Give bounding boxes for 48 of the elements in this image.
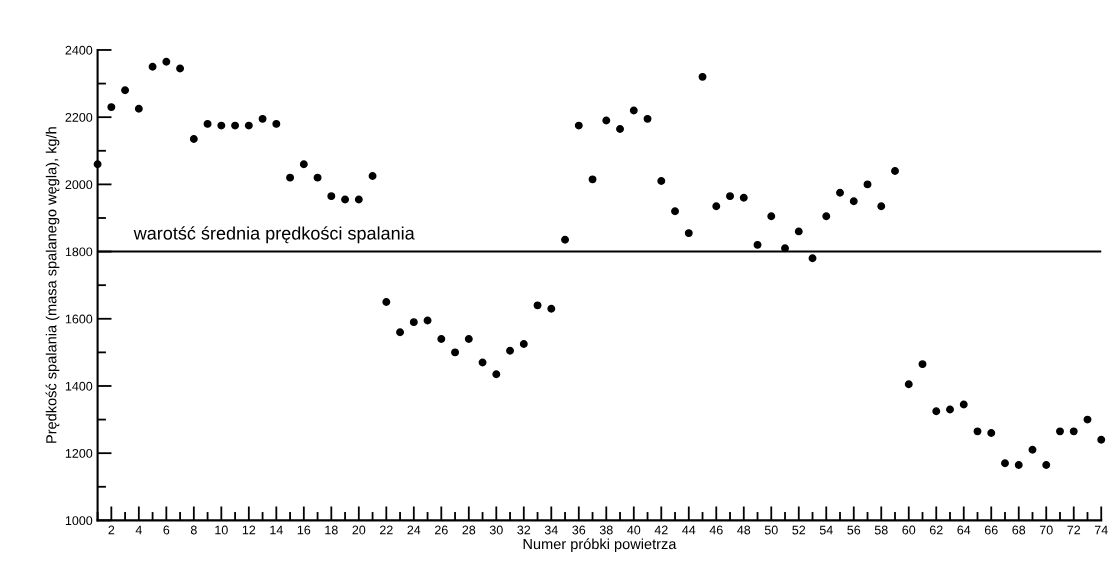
x-tick-label: 74	[1094, 525, 1108, 535]
y-tick-label: 2000	[65, 180, 93, 190]
ref-line-label: warotść średnia prędkości spalania	[133, 226, 415, 244]
x-tick-label: 22	[379, 525, 393, 535]
x-tick-label: 36	[572, 525, 586, 535]
x-tick-label: 62	[929, 525, 943, 535]
y-tick-label: 2200	[65, 112, 93, 122]
y-tick-label: 1800	[65, 247, 93, 257]
x-tick-label: 4	[135, 525, 142, 535]
x-tick-label: 56	[847, 525, 861, 535]
y-tick-label: 1600	[65, 314, 93, 324]
x-tick-label: 2	[108, 525, 115, 535]
x-tick-label: 70	[1039, 525, 1053, 535]
y-tick-label: 1200	[65, 448, 93, 458]
x-axis-title: Numer próbki powietrza	[523, 538, 677, 553]
y-axis-title: Prędkość spalania (masa spalanego węgla), kg/h	[45, 127, 60, 443]
x-tick-label: 60	[902, 525, 916, 535]
x-tick-label: 42	[654, 525, 668, 535]
x-tick-label: 68	[1012, 525, 1026, 535]
y-tick-label: 2400	[65, 45, 93, 55]
x-tick-label: 20	[352, 525, 366, 535]
x-tick-label: 48	[737, 525, 751, 535]
x-tick-label: 54	[819, 525, 833, 535]
x-tick-label: 24	[407, 525, 421, 535]
y-tick-label: 1400	[65, 381, 93, 391]
x-tick-label: 30	[489, 525, 503, 535]
x-tick-label: 66	[984, 525, 998, 535]
x-tick-label: 8	[190, 525, 197, 535]
x-tick-label: 64	[957, 525, 971, 535]
x-tick-label: 18	[325, 525, 338, 535]
x-tick-label: 72	[1067, 525, 1081, 535]
x-tick-label: 16	[297, 525, 311, 535]
x-tick-label: 28	[462, 525, 476, 535]
x-tick-label: 46	[709, 525, 723, 535]
x-tick-label: 6	[163, 525, 170, 535]
x-tick-label: 34	[544, 525, 558, 535]
x-tick-label: 26	[434, 525, 448, 535]
x-tick-label: 10	[215, 525, 228, 535]
x-tick-label: 44	[682, 525, 696, 535]
x-tick-label: 14	[270, 525, 283, 535]
x-tick-label: 32	[517, 525, 531, 535]
x-tick-label: 52	[792, 525, 806, 535]
x-tick-label: 58	[874, 525, 888, 535]
x-tick-label: 12	[242, 525, 256, 535]
x-tick-label: 50	[764, 525, 778, 535]
x-tick-label: 40	[627, 525, 641, 535]
x-tick-label: 38	[599, 525, 613, 535]
y-tick-label: 1000	[65, 516, 93, 526]
